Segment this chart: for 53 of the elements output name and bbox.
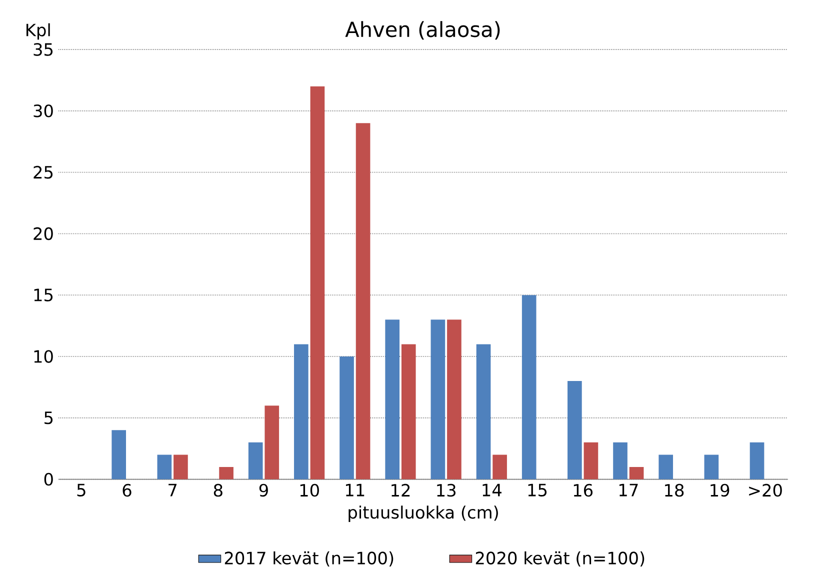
bar: [112, 430, 126, 480]
bar: [430, 319, 446, 480]
bar: [219, 466, 234, 480]
x-tick-label: 16: [574, 484, 593, 497]
y-tick-label: 15: [34, 288, 53, 302]
bar: [264, 405, 280, 480]
y-tick-label: 35: [34, 42, 53, 56]
bar: [750, 442, 764, 480]
x-tick-label: 5: [77, 484, 86, 496]
y-tick-label: 30: [34, 104, 53, 118]
y-tick-label: 20: [34, 227, 53, 240]
bar: [248, 442, 263, 480]
bar: [492, 454, 507, 480]
y-tick-label: 25: [34, 166, 53, 179]
bar: [401, 344, 416, 480]
x-tick-label: >20: [749, 484, 782, 497]
x-tick-label: 8: [214, 484, 222, 497]
bar: [522, 294, 536, 480]
y-tick-label: 5: [44, 411, 53, 424]
bar: [704, 454, 719, 480]
x-tick-label: 15: [528, 484, 547, 496]
bar: [294, 344, 308, 480]
y-tick-label: 10: [34, 350, 53, 363]
bar: [629, 466, 644, 480]
bar: [568, 380, 582, 480]
x-tick-label: 11: [346, 484, 364, 496]
bar: [658, 454, 674, 480]
bar: [447, 319, 462, 480]
x-tick-label: 7: [168, 484, 177, 496]
bar: [613, 442, 628, 480]
x-tick-label: 12: [392, 484, 410, 496]
bar: [174, 454, 188, 480]
x-axis-title: pituusluokka (cm): [348, 505, 498, 522]
x-tick-label: 17: [619, 484, 638, 496]
bar: [310, 86, 325, 480]
bar: [476, 344, 491, 480]
x-tick-label: 19: [710, 484, 730, 497]
chart-title: Ahven (alaosa): [345, 20, 500, 40]
bar: [584, 442, 598, 480]
y-tick-label: 0: [44, 472, 53, 486]
x-tick-label: 13: [437, 484, 456, 497]
legend-label: 2017 kevät (n=100): [224, 551, 394, 566]
x-tick-label: 9: [259, 484, 268, 497]
legend-label: 2020 kevät (n=100): [476, 551, 644, 566]
x-tick-label: 10: [300, 484, 319, 497]
x-tick-label: 18: [665, 484, 684, 497]
bar: [356, 122, 370, 480]
bar: [385, 319, 400, 480]
bar: [340, 356, 354, 480]
x-tick-label: 6: [122, 484, 132, 497]
bar: [157, 454, 172, 480]
x-tick-label: 14: [482, 484, 502, 496]
y-axis-title: Kpl: [26, 23, 50, 40]
